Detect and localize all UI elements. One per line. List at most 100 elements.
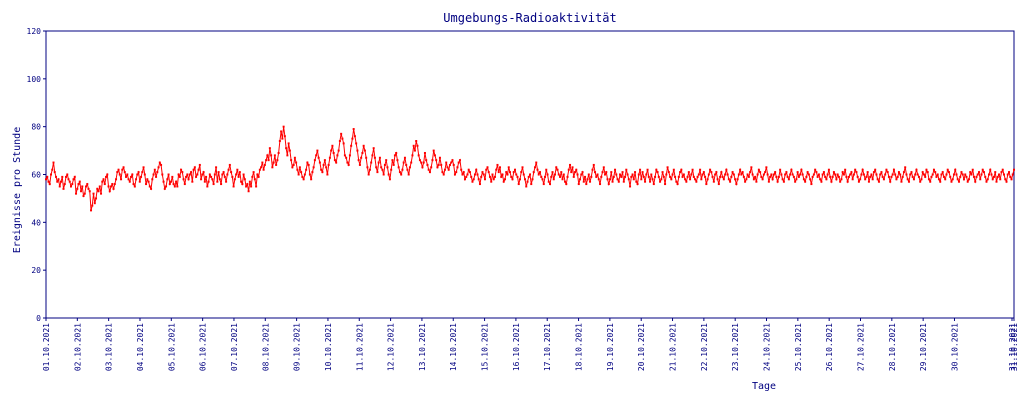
data-point <box>138 180 141 183</box>
x-tick-label: 11.10.2021 <box>355 323 364 371</box>
data-point <box>572 175 575 178</box>
x-tick-label: 07.10.2021 <box>230 323 239 371</box>
data-point <box>880 171 883 174</box>
data-point <box>900 180 903 183</box>
data-point <box>417 154 420 157</box>
data-point <box>296 168 299 171</box>
data-point <box>407 173 410 176</box>
data-point <box>630 175 633 178</box>
data-point <box>76 187 79 190</box>
data-point <box>904 166 907 169</box>
data-point <box>622 180 625 183</box>
x-tick-label: 01.10.2021 <box>42 323 51 371</box>
data-point <box>283 135 286 138</box>
data-point <box>155 175 158 178</box>
data-point <box>358 163 361 166</box>
data-point <box>576 173 579 176</box>
data-point <box>93 202 96 205</box>
data-point <box>386 166 389 169</box>
data-point <box>1006 173 1009 176</box>
data-point <box>776 180 779 183</box>
data-point <box>834 173 837 176</box>
data-point <box>53 171 56 174</box>
data-point <box>732 173 735 176</box>
data-point <box>1011 173 1014 176</box>
data-point <box>455 171 458 174</box>
data-point <box>431 159 434 162</box>
data-point <box>123 171 126 174</box>
data-point <box>107 185 110 188</box>
data-point <box>305 168 308 171</box>
data-point <box>477 178 480 181</box>
data-point <box>756 173 759 176</box>
data-point <box>520 171 523 174</box>
data-point <box>223 175 226 178</box>
data-point <box>977 171 980 174</box>
data-point <box>205 175 208 178</box>
data-point <box>951 178 954 181</box>
data-point <box>68 180 71 183</box>
data-point <box>826 173 829 176</box>
data-point <box>749 171 752 174</box>
data-point <box>383 163 386 166</box>
data-point <box>795 178 798 181</box>
data-point <box>699 168 702 171</box>
data-point <box>682 173 685 176</box>
data-point <box>731 171 734 174</box>
data-point <box>856 175 859 178</box>
data-point <box>388 178 391 181</box>
data-point <box>237 175 240 178</box>
data-point <box>87 187 90 190</box>
data-point <box>982 171 985 174</box>
data-point <box>956 178 959 181</box>
data-point <box>931 173 934 176</box>
data-point <box>809 178 812 181</box>
data-point <box>292 163 295 166</box>
data-point <box>960 171 963 174</box>
data-point <box>962 178 965 181</box>
data-point <box>710 171 713 174</box>
data-point <box>779 168 782 171</box>
data-point <box>367 173 370 176</box>
data-point <box>674 175 677 178</box>
data-point <box>257 175 260 178</box>
data-point <box>212 183 215 186</box>
data-point <box>256 173 259 176</box>
data-point <box>482 173 485 176</box>
data-point <box>253 178 256 181</box>
data-point <box>811 175 814 178</box>
data-point <box>153 168 156 171</box>
data-point <box>846 180 849 183</box>
data-point <box>241 183 244 186</box>
data-point <box>58 185 61 188</box>
data-point <box>581 171 584 174</box>
data-point <box>286 154 289 157</box>
data-point <box>63 183 66 186</box>
data-point <box>899 173 902 176</box>
data-point <box>473 173 476 176</box>
data-point <box>52 161 55 164</box>
data-point <box>697 173 700 176</box>
data-point <box>250 185 253 188</box>
data-point <box>458 159 461 162</box>
data-point <box>909 173 912 176</box>
data-point <box>615 173 618 176</box>
data-point <box>282 125 285 128</box>
x-tick-label: 18.10.2021 <box>575 323 584 371</box>
data-point <box>342 142 345 145</box>
data-point <box>326 173 329 176</box>
data-point <box>887 175 890 178</box>
data-point <box>910 171 913 174</box>
data-point <box>112 187 115 190</box>
data-point <box>912 178 915 181</box>
data-point <box>143 173 146 176</box>
data-point <box>158 161 161 164</box>
data-point <box>228 163 231 166</box>
data-point <box>443 168 446 171</box>
data-point <box>675 180 678 183</box>
data-point <box>238 171 241 174</box>
data-point <box>317 156 320 159</box>
data-point <box>972 175 975 178</box>
data-point <box>872 171 875 174</box>
data-point <box>726 173 729 176</box>
